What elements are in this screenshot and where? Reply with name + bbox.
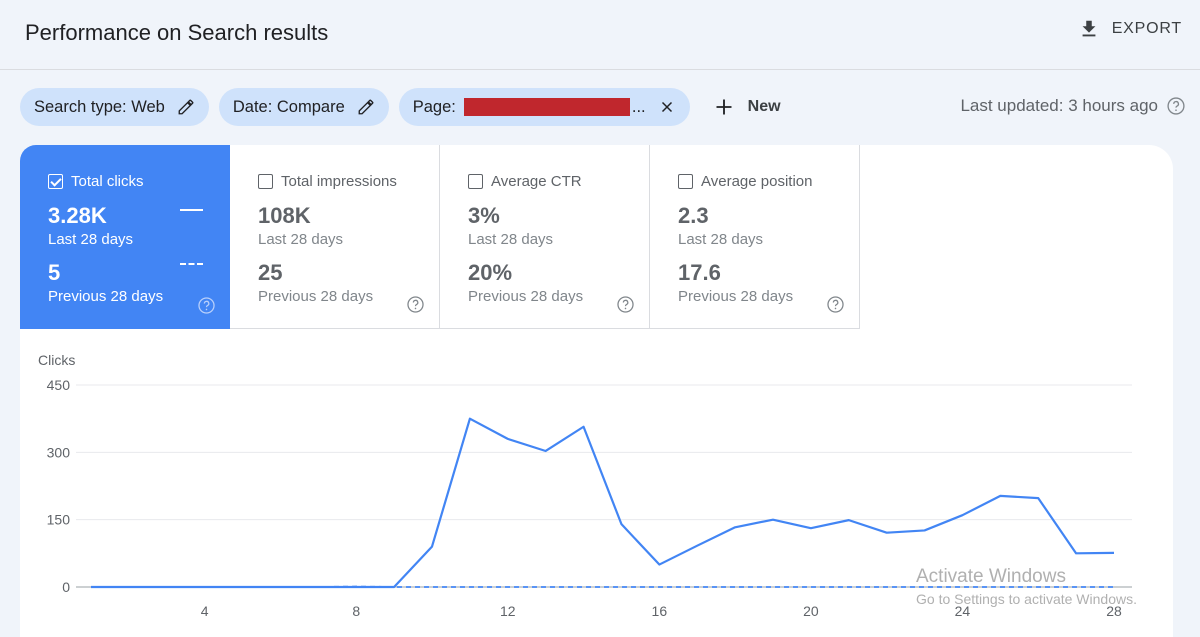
metric-average-position[interactable]: Average position 2.3 Last 28 days 17.6 P…	[650, 145, 860, 329]
metric-value-previous: 5	[48, 260, 61, 285]
x-tick-label: 16	[652, 603, 668, 619]
legend-dashed-line	[180, 263, 203, 265]
metric-label-row: Total impressions	[258, 173, 439, 190]
metric-value-current: 3.28K	[48, 203, 107, 228]
performance-card: Total clicks 3.28K Last 28 days 5 Previo…	[20, 145, 1173, 637]
metric-period-current: Last 28 days	[468, 231, 554, 248]
metric-value-previous: 17.6	[678, 260, 721, 285]
pencil-icon[interactable]	[357, 98, 375, 116]
download-icon	[1082, 20, 1096, 37]
filter-bar: Search type: Web Date: Compare Page: ...…	[20, 88, 781, 126]
export-label: EXPORT	[1111, 20, 1182, 37]
legend-solid-line	[180, 209, 203, 211]
pencil-icon[interactable]	[177, 98, 195, 116]
metric-total-impressions[interactable]: Total impressions 108K Last 28 days 25 P…	[230, 145, 440, 329]
metric-label-row: Total clicks	[48, 173, 230, 190]
page-chip[interactable]: Page: ...	[398, 88, 690, 126]
new-filter-label: New	[747, 98, 781, 115]
metric-period-current: Last 28 days	[258, 231, 344, 248]
y-tick-label: 0	[62, 579, 70, 595]
metric-label: Total clicks	[71, 173, 144, 190]
x-tick-label: 24	[955, 603, 971, 619]
checkbox[interactable]	[48, 174, 63, 189]
close-icon[interactable]	[658, 98, 676, 116]
x-tick-label: 28	[1106, 603, 1122, 619]
help-icon[interactable]	[197, 296, 216, 315]
y-tick-label: 300	[47, 444, 71, 460]
y-tick-label: 450	[47, 377, 71, 393]
page-ellipsis: ...	[631, 97, 646, 116]
metric-label: Average position	[701, 173, 813, 190]
x-tick-label: 4	[201, 603, 209, 619]
metric-value-current: 3%	[468, 203, 500, 228]
checkbox[interactable]	[468, 174, 483, 189]
new-filter-button[interactable]: New	[714, 97, 781, 117]
checkbox[interactable]	[258, 174, 273, 189]
x-tick-label: 8	[352, 603, 360, 619]
metric-label: Average CTR	[491, 173, 582, 190]
metric-label-row: Average position	[678, 173, 859, 190]
last-updated: Last updated: 3 hours ago	[960, 96, 1186, 116]
last-updated-text: Last updated: 3 hours ago	[960, 96, 1158, 115]
help-icon[interactable]	[826, 295, 845, 314]
metric-value-previous: 25	[258, 260, 283, 285]
metric-period-previous: Previous 28 days	[468, 288, 584, 305]
metric-period-previous: Previous 28 days	[678, 288, 794, 305]
redacted-block	[463, 98, 630, 116]
export-button[interactable]: EXPORT	[1078, 18, 1182, 40]
search-type-chip[interactable]: Search type: Web	[20, 88, 209, 126]
help-icon[interactable]	[616, 295, 635, 314]
metric-label-row: Average CTR	[468, 173, 649, 190]
metric-value-current: 2.3	[678, 203, 709, 228]
metric-period-previous: Previous 28 days	[258, 288, 374, 305]
search-type-label: Search type: Web	[34, 97, 165, 116]
metric-label: Total impressions	[281, 173, 397, 190]
chart-svg: Clicks 0 150 300 450 4 8 12 16 20 24 28	[38, 352, 1132, 619]
metric-value-current: 108K	[258, 203, 311, 228]
header: Performance on Search results EXPORT	[0, 0, 1200, 70]
help-icon[interactable]	[1166, 96, 1186, 116]
help-icon[interactable]	[406, 295, 425, 314]
metric-average-ctr[interactable]: Average CTR 3% Last 28 days 20% Previous…	[440, 145, 650, 329]
metric-value-previous: 20%	[468, 260, 513, 285]
metric-period-current: Last 28 days	[678, 231, 764, 248]
x-tick-label: 12	[500, 603, 516, 619]
date-label: Date: Compare	[232, 97, 345, 116]
clicks-chart: Clicks 0 150 300 450 4 8 12 16 20 24 28	[20, 329, 1173, 637]
plus-icon	[716, 99, 732, 115]
y-tick-label: 150	[47, 512, 71, 528]
metric-total-clicks[interactable]: Total clicks 3.28K Last 28 days 5 Previo…	[20, 145, 230, 329]
x-tick-label: 20	[803, 603, 819, 619]
page-label: Page:	[412, 97, 456, 116]
checkbox[interactable]	[678, 174, 693, 189]
series-line-current	[91, 417, 1115, 589]
metric-period-current: Last 28 days	[48, 231, 134, 248]
y-axis-title: Clicks	[38, 352, 75, 368]
date-chip[interactable]: Date: Compare	[218, 88, 389, 126]
page-title: Performance on Search results	[25, 20, 329, 45]
metric-period-previous: Previous 28 days	[48, 288, 164, 305]
